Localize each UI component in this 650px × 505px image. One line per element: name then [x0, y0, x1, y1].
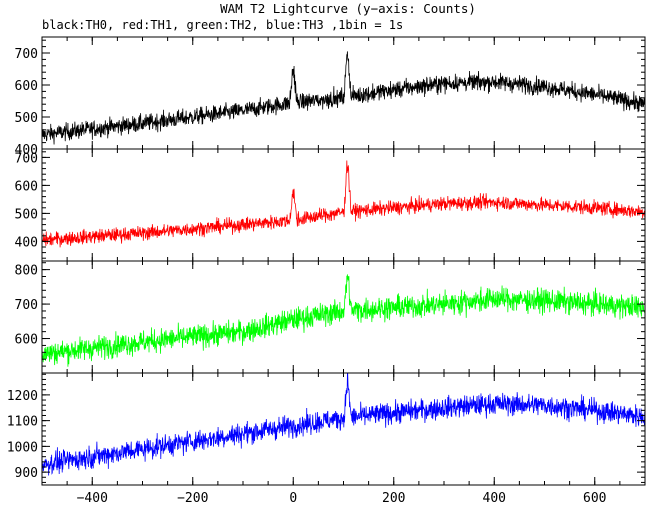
- y-tick-label: 600: [15, 79, 38, 94]
- y-tick-label: 400: [15, 143, 38, 158]
- x-tick-label: −400: [77, 491, 108, 505]
- y-tick-label: 700: [15, 47, 38, 62]
- x-tick-label: 0: [289, 491, 297, 505]
- panel-3: 900 1000 1100 1200: [7, 372, 646, 486]
- y-tick-label: 500: [15, 207, 38, 222]
- x-tick-label: −200: [177, 491, 208, 505]
- panel-0: 400 500 600 700: [15, 36, 646, 158]
- y-tick-label: 1100: [7, 415, 38, 430]
- y-tick-label: 1000: [7, 440, 38, 455]
- x-tick-label: 600: [583, 491, 606, 505]
- series-line-2: [42, 274, 645, 367]
- x-tick-label: 200: [382, 491, 405, 505]
- y-tick-label: 600: [15, 179, 38, 194]
- y-tick-label: 800: [15, 264, 38, 279]
- panel-frame: [41, 36, 646, 150]
- y-tick-label: 500: [15, 111, 38, 126]
- y-tick-label: 700: [15, 151, 38, 166]
- y-tick-label: 400: [15, 235, 38, 250]
- x-axis: −400 −200 0 200 400 600: [77, 491, 607, 505]
- panel-2: 600 700 800: [15, 260, 646, 374]
- panel-frame: [41, 372, 646, 486]
- series-line-3: [42, 373, 645, 476]
- y-tick-label: 600: [15, 333, 38, 348]
- y-tick-label: 700: [15, 298, 38, 313]
- panel-1: 400 500 600 700: [15, 148, 646, 262]
- chart-title: WAM T2 Lightcurve (y−axis: Counts): [220, 1, 476, 16]
- x-tick-label: 400: [483, 491, 506, 505]
- series-line-1: [42, 160, 645, 248]
- series-line-0: [42, 51, 645, 145]
- y-tick-label: 1200: [7, 389, 38, 404]
- y-tick-label: 900: [15, 466, 38, 481]
- panels-group: 4005006007004005006007006007008009001000…: [7, 36, 646, 486]
- chart-subtitle: black:TH0, red:TH1, green:TH2, blue:TH3 …: [42, 18, 403, 32]
